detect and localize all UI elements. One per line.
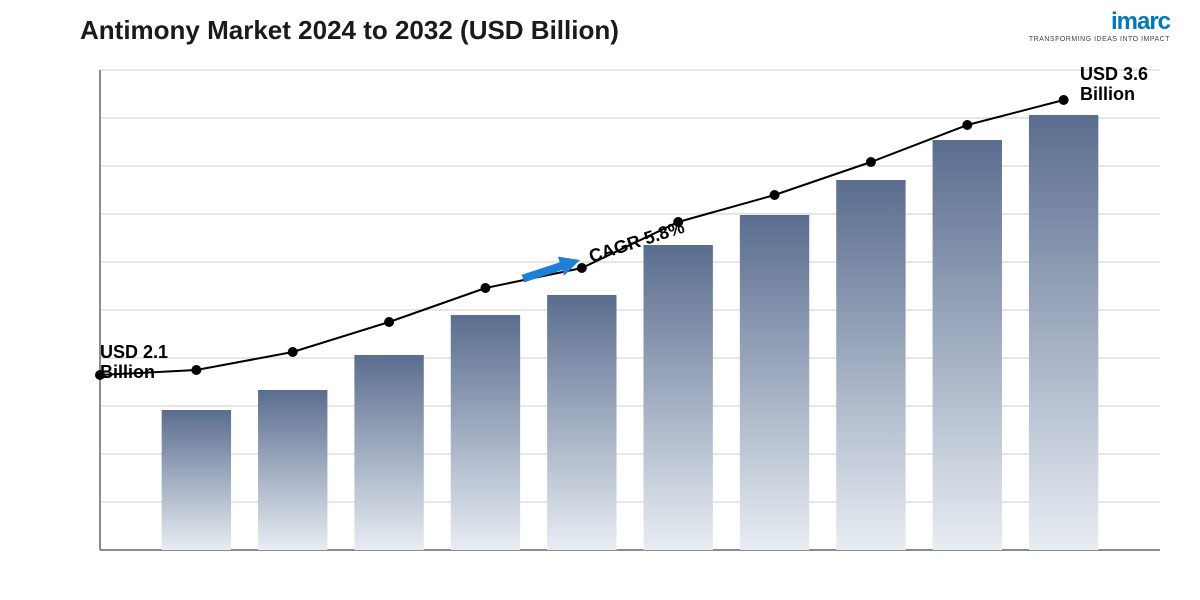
bars-group	[162, 115, 1099, 550]
bar	[740, 215, 809, 550]
trend-marker	[866, 157, 876, 167]
bar	[836, 180, 905, 550]
start-annotation: USD 2.1 Billion	[100, 342, 168, 382]
end-annotation: USD 3.6 Billion	[1080, 64, 1148, 104]
bar	[258, 390, 327, 550]
trend-marker	[480, 283, 490, 293]
start-value-line1: USD 2.1	[100, 342, 168, 362]
chart-title: Antimony Market 2024 to 2032 (USD Billio…	[80, 15, 619, 46]
logo-rest: marc	[1117, 8, 1170, 35]
trend-marker	[962, 120, 972, 130]
market-chart: USD 2.1 Billion USD 3.6 Billion CAGR 5.8…	[80, 60, 1170, 570]
bar	[1029, 115, 1098, 550]
bar	[354, 355, 423, 550]
trend-marker	[577, 263, 587, 273]
bar	[547, 295, 616, 550]
bar	[451, 315, 520, 550]
trend-marker	[770, 190, 780, 200]
bar	[643, 245, 712, 550]
trend-marker	[288, 347, 298, 357]
start-value-line2: Billion	[100, 362, 155, 382]
end-value-line2: Billion	[1080, 84, 1135, 104]
logo-tagline: TRANSFORMING IDEAS INTO IMPACT	[1029, 36, 1170, 43]
end-value-line1: USD 3.6	[1080, 64, 1148, 84]
trend-marker	[384, 317, 394, 327]
trend-marker	[1059, 95, 1069, 105]
brand-logo: imarc TRANSFORMING IDEAS INTO IMPACT	[1029, 8, 1170, 43]
bar	[933, 140, 1002, 550]
trend-marker	[191, 365, 201, 375]
bar	[162, 410, 231, 550]
